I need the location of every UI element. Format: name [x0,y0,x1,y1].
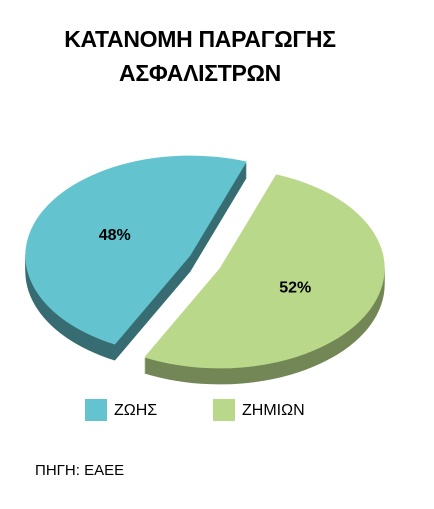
legend-label: ΖΗΜΙΩΝ [242,402,305,419]
source-note: ΠΗΓΗ: ΕΑΕΕ [35,462,125,479]
data-label: 48% [99,227,131,244]
legend-swatch [85,399,107,421]
legend-label: ΖΩΗΣ [114,402,157,419]
slice [25,155,247,345]
legend-swatch [213,399,235,421]
chart-title: ΚΑΤΑΝΟΜΗ ΠΑΡΑΓΩΓΗΣ ΑΣΦΑΛΙΣΤΡΩΝ [64,26,336,86]
data-label: 52% [279,280,311,297]
slice [144,174,385,369]
